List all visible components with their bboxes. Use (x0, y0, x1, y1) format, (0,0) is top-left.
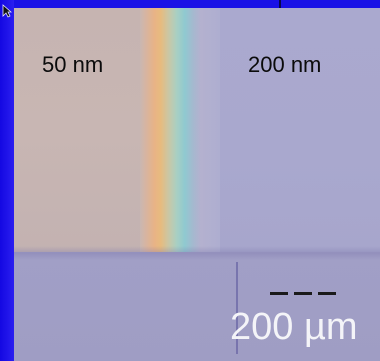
scale-bar (270, 292, 336, 295)
scale-bar-segment (318, 292, 336, 295)
thick-film-region (220, 8, 380, 252)
film-edge-shadow (14, 246, 380, 260)
film-step-interference-band (140, 8, 220, 252)
thick-film-thickness-label: 200 nm (248, 52, 322, 77)
scale-bar-segment (294, 292, 312, 295)
slide-border-left (0, 0, 14, 361)
top-edge-tick (279, 0, 281, 10)
substrate-region (14, 252, 380, 361)
arrow-cursor-icon (2, 4, 12, 18)
scale-bar-segment (270, 292, 288, 295)
scale-bar-label: 200 µm (230, 306, 358, 348)
vertical-mark-line (236, 262, 238, 354)
optical-micrograph: 50 nm 200 nm 200 µm (14, 8, 380, 361)
thin-film-thickness-label: 50 nm (42, 52, 104, 77)
slide-border-top (0, 0, 380, 8)
thin-film-region (14, 8, 144, 252)
